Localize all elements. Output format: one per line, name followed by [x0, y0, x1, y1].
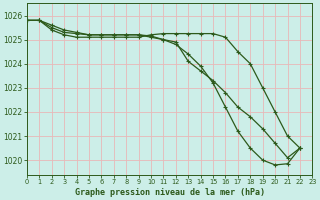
X-axis label: Graphe pression niveau de la mer (hPa): Graphe pression niveau de la mer (hPa) — [75, 188, 265, 197]
